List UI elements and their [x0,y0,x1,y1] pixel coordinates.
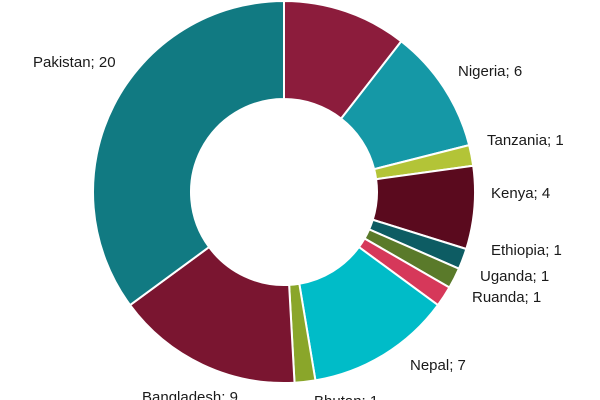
slice-label-bangladesh: Bangladesh; 9 [142,389,238,400]
slice-bangladesh-9 [129,246,296,384]
slice-label-ruanda: Ruanda; 1 [472,289,541,306]
slice-label-uganda: Uganda; 1 [480,268,549,285]
slice-label-bhutan: Bhutan; 1 [314,393,378,400]
slice-pakistan-10 [92,0,285,307]
slice-label-nepal: Nepal; 7 [410,357,466,374]
slice-label-nigeria: Nigeria; 6 [458,63,522,80]
slice-label-tanzania: Tanzania; 1 [487,132,564,149]
slices-layer [92,0,476,384]
slice-label-kenya: Kenya; 4 [491,185,550,202]
slice-label-pakistan: Pakistan; 20 [33,54,116,71]
slice-label-ethiopia: Ethiopia; 1 [491,242,562,259]
labels-layer: Nigeria; 6 Tanzania; 1 Kenya; 4 Ethiopia; 1… [33,54,564,400]
